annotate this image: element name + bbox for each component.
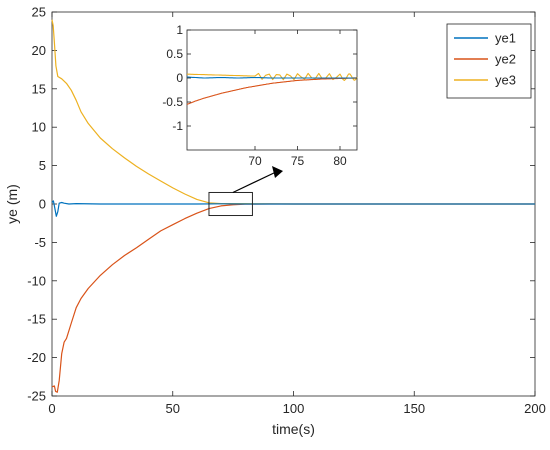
y-tick-label: -15 — [27, 312, 46, 327]
inset-x-tick-label: 80 — [333, 154, 347, 168]
series-layer — [51, 19, 535, 393]
inset-frame — [186, 29, 358, 151]
inset-y-tick-label: -0.5 — [162, 95, 183, 109]
arrow-head — [272, 166, 283, 178]
inset-x-tick-label: 75 — [291, 154, 305, 168]
zoom-arrow — [232, 166, 283, 194]
x-axis-label: time(s) — [272, 421, 315, 437]
x-tick-label: 0 — [48, 401, 55, 416]
y-tick-label: 5 — [39, 158, 46, 173]
y-tick-label: -10 — [27, 273, 46, 288]
inset-series-line-ye3 — [187, 72, 358, 81]
y-tick-label: 25 — [32, 5, 46, 20]
inset-y-tick-label: 1 — [176, 23, 183, 37]
inset-x-axis: 70 75 80 — [248, 30, 347, 168]
inset-series-line-ye2 — [186, 77, 357, 105]
legend: ye1 ye2 ye3 — [446, 23, 532, 99]
x-tick-label: 50 — [166, 401, 180, 416]
legend-box — [446, 23, 532, 99]
inset-series-layer — [186, 72, 358, 105]
arrow-shaft — [232, 171, 277, 194]
inset-y-tick-label: -1 — [172, 119, 183, 133]
zoom-box — [208, 191, 253, 217]
x-tick-label: 100 — [283, 401, 305, 416]
series-line-ye2 — [51, 203, 535, 393]
legend-label-ye3: ye3 — [495, 73, 516, 88]
x-axis: 0 50 100 150 200 — [48, 12, 546, 416]
series-line-ye1 — [51, 200, 535, 217]
inset-x-tick-label: 70 — [248, 154, 262, 168]
y-tick-label: 0 — [39, 197, 46, 212]
y-tick-label: 20 — [32, 43, 46, 58]
x-tick-label: 150 — [403, 401, 425, 416]
legend-label-ye1: ye1 — [495, 31, 516, 46]
y-tick-label: -25 — [27, 389, 46, 404]
inset-series-line-ye1 — [186, 76, 357, 79]
inset-y-axis: -1 -0.5 0 0.5 1 — [162, 23, 357, 133]
y-tick-label: -20 — [27, 350, 46, 365]
y-axis-label: ye (m) — [4, 184, 20, 224]
inset-chart: 70 75 80 -1 -0.5 0 0.5 1 — [162, 23, 358, 168]
legend-label-ye2: ye2 — [495, 52, 516, 67]
y-tick-label: 10 — [32, 120, 46, 135]
x-tick-label: 200 — [524, 401, 546, 416]
inset-y-tick-label: 0.5 — [166, 47, 183, 61]
y-tick-label: 15 — [32, 81, 46, 96]
inset-y-tick-label: 0 — [176, 71, 183, 85]
y-tick-label: -5 — [34, 235, 46, 250]
